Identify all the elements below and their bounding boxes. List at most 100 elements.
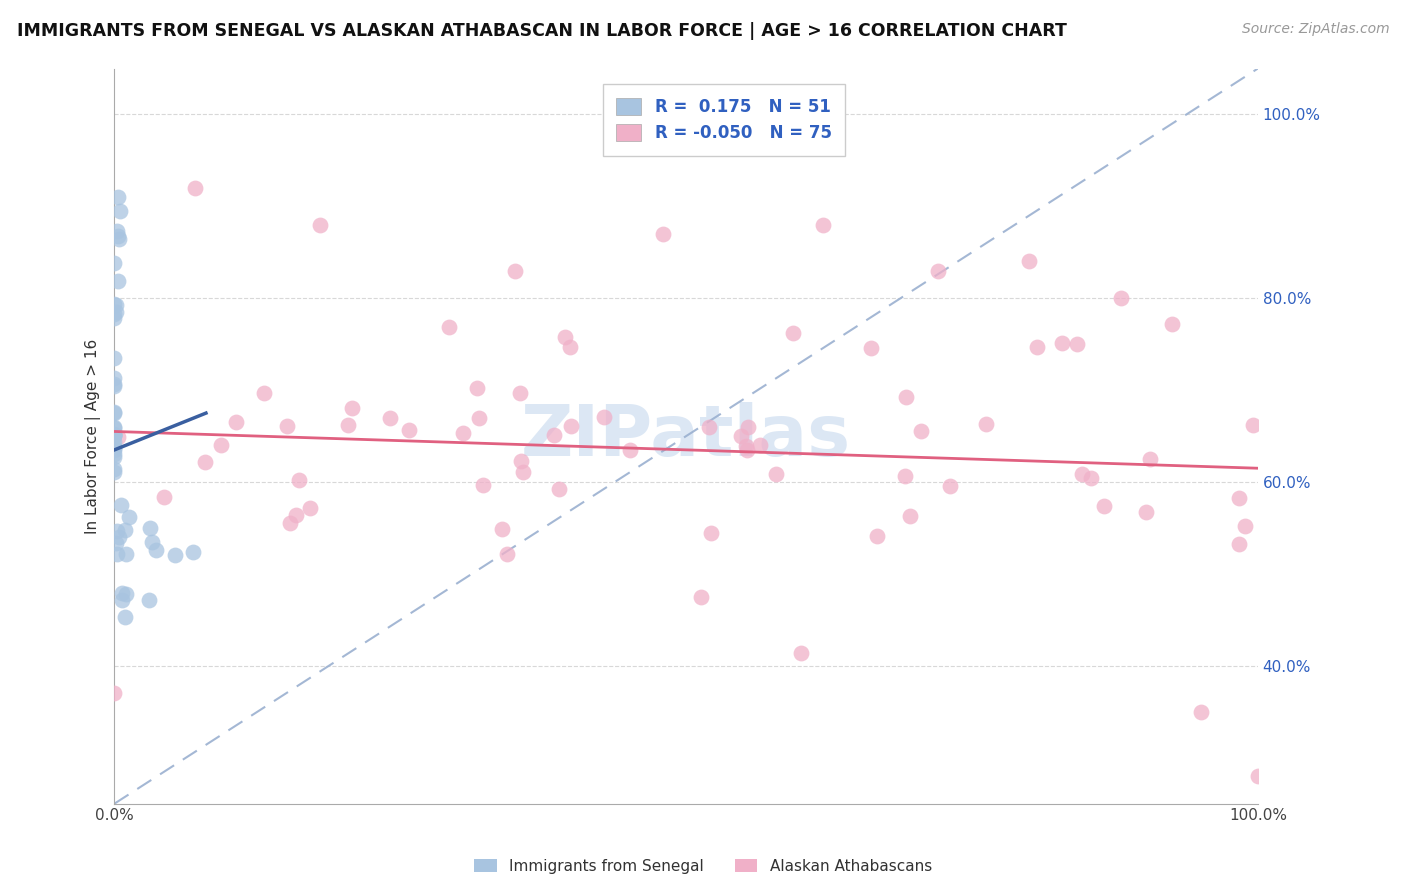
Point xyxy=(619,443,641,458)
Point xyxy=(114,609,136,624)
Point xyxy=(471,477,494,491)
Point xyxy=(1094,499,1116,513)
Point xyxy=(910,425,932,439)
Legend: R =  0.175   N = 51, R = -0.050   N = 75: R = 0.175 N = 51, R = -0.050 N = 75 xyxy=(603,84,845,155)
Point xyxy=(468,411,491,425)
Point xyxy=(398,423,420,437)
Point xyxy=(163,549,186,563)
Point xyxy=(1139,452,1161,467)
Point xyxy=(496,547,519,561)
Point xyxy=(107,229,129,244)
Point xyxy=(103,442,125,457)
Point xyxy=(105,224,128,238)
Point xyxy=(181,545,204,559)
Point xyxy=(103,420,125,434)
Point xyxy=(107,232,129,246)
Point xyxy=(378,411,401,425)
Point xyxy=(103,311,125,326)
Point xyxy=(697,419,720,434)
Point xyxy=(491,523,513,537)
Point xyxy=(103,435,125,450)
Point xyxy=(115,547,138,561)
Point xyxy=(103,376,125,391)
Y-axis label: In Labor Force | Age > 16: In Labor Force | Age > 16 xyxy=(86,338,101,533)
Point xyxy=(894,391,917,405)
Point xyxy=(153,491,176,505)
Point xyxy=(1109,291,1132,305)
Point xyxy=(813,218,835,232)
Point xyxy=(117,509,139,524)
Point xyxy=(560,419,582,434)
Point xyxy=(299,500,322,515)
Point xyxy=(103,405,125,419)
Point xyxy=(1241,417,1264,432)
Point xyxy=(340,401,363,415)
Point xyxy=(107,274,129,288)
Point xyxy=(543,428,565,442)
Point xyxy=(103,379,125,393)
Point xyxy=(1135,505,1157,519)
Point xyxy=(107,530,129,544)
Text: Source: ZipAtlas.com: Source: ZipAtlas.com xyxy=(1241,22,1389,37)
Point xyxy=(103,462,125,476)
Point xyxy=(115,586,138,600)
Point xyxy=(894,468,917,483)
Point xyxy=(1233,518,1256,533)
Point xyxy=(1066,336,1088,351)
Point xyxy=(253,386,276,401)
Point xyxy=(209,438,232,452)
Point xyxy=(790,646,813,660)
Point xyxy=(285,508,308,523)
Point xyxy=(105,536,128,550)
Point xyxy=(1071,467,1094,481)
Point xyxy=(105,524,128,538)
Point xyxy=(1018,254,1040,268)
Point xyxy=(103,447,125,461)
Point xyxy=(107,430,129,444)
Point xyxy=(111,593,134,607)
Point xyxy=(225,415,247,429)
Point xyxy=(866,528,889,542)
Point xyxy=(141,534,163,549)
Point xyxy=(108,204,131,219)
Point xyxy=(276,418,298,433)
Point xyxy=(103,406,125,420)
Point xyxy=(782,326,804,340)
Text: ZIPatlas: ZIPatlas xyxy=(522,401,851,471)
Point xyxy=(107,190,129,204)
Point xyxy=(111,586,134,600)
Point xyxy=(735,439,758,453)
Point xyxy=(548,482,571,496)
Point xyxy=(103,419,125,434)
Point xyxy=(103,427,125,442)
Point xyxy=(103,429,125,443)
Point xyxy=(103,371,125,385)
Point xyxy=(103,428,125,442)
Point xyxy=(138,593,160,607)
Point xyxy=(1189,705,1212,719)
Point xyxy=(103,308,125,322)
Point xyxy=(976,417,998,431)
Point xyxy=(103,297,125,311)
Point xyxy=(512,465,534,479)
Point xyxy=(558,340,581,354)
Point xyxy=(103,441,125,455)
Point xyxy=(104,304,127,318)
Point xyxy=(145,542,167,557)
Point xyxy=(503,263,526,277)
Point xyxy=(510,454,533,468)
Point xyxy=(103,450,125,464)
Point xyxy=(690,590,713,604)
Point xyxy=(554,330,576,344)
Point xyxy=(859,341,882,355)
Point xyxy=(927,263,949,277)
Point xyxy=(730,429,752,443)
Point xyxy=(1247,769,1270,783)
Point xyxy=(737,419,759,434)
Point xyxy=(748,438,770,452)
Point xyxy=(700,525,723,540)
Point xyxy=(183,181,205,195)
Point xyxy=(103,427,125,442)
Point xyxy=(898,509,921,524)
Point xyxy=(103,351,125,366)
